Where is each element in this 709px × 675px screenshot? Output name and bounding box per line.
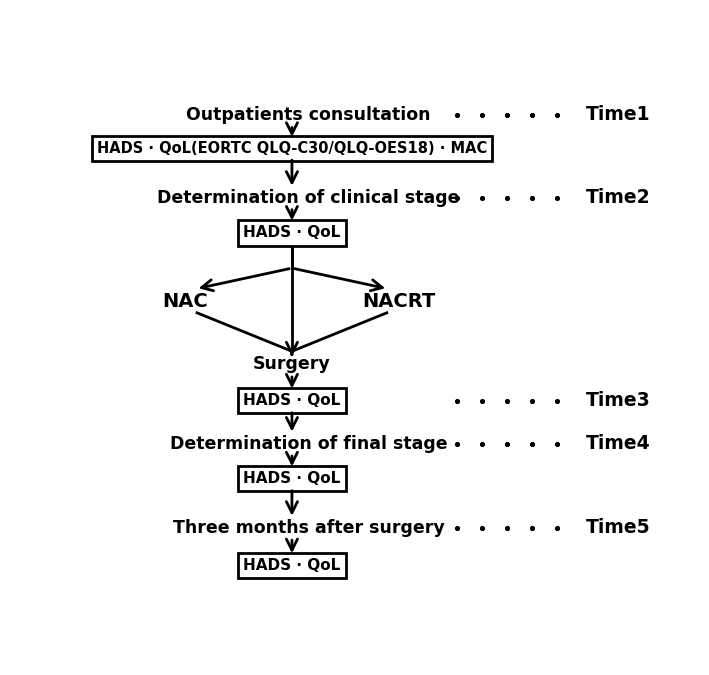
Text: NAC: NAC [162, 292, 208, 311]
Text: Time4: Time4 [586, 434, 651, 454]
Text: Determination of final stage: Determination of final stage [169, 435, 447, 453]
Text: Determination of clinical stage: Determination of clinical stage [157, 189, 459, 207]
Text: Time2: Time2 [586, 188, 651, 207]
Text: HADS · QoL: HADS · QoL [243, 225, 340, 240]
Text: Time3: Time3 [586, 391, 651, 410]
Text: Three months after surgery: Three months after surgery [172, 519, 445, 537]
Text: Time1: Time1 [586, 105, 650, 124]
Text: HADS · QoL: HADS · QoL [243, 393, 340, 408]
Text: HADS · QoL(EORTC QLQ-C30/QLQ-OES18) · MAC: HADS · QoL(EORTC QLQ-C30/QLQ-OES18) · MA… [97, 141, 487, 156]
Text: Time5: Time5 [586, 518, 651, 537]
Text: NACRT: NACRT [362, 292, 436, 311]
Text: Outpatients consultation: Outpatients consultation [186, 106, 430, 124]
Text: HADS · QoL: HADS · QoL [243, 471, 340, 486]
Text: Surgery: Surgery [253, 355, 331, 373]
Text: HADS · QoL: HADS · QoL [243, 558, 340, 573]
